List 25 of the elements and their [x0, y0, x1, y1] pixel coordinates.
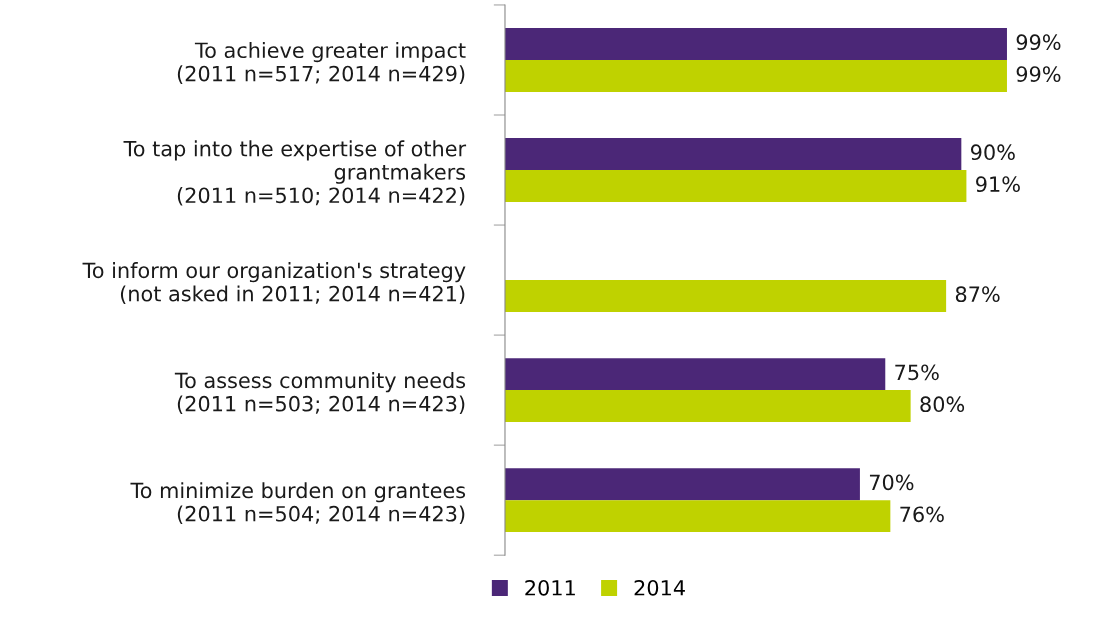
bar — [504, 138, 962, 171]
y-tick-label: To assess community needs (2011 n=503; 2014 n=423) — [174, 372, 466, 415]
bar — [504, 358, 886, 391]
data-label: 99% — [1016, 66, 1061, 82]
data-label: 70% — [869, 474, 914, 491]
data-label: 91% — [976, 176, 1020, 193]
y-tick-label: To tap into the expertise of other grantmakers (2011 n=510; 2014 n=422) — [123, 140, 467, 206]
bar — [504, 59, 1007, 92]
data-label: 99% — [1016, 34, 1061, 51]
bar — [504, 500, 891, 533]
data-label: 80% — [920, 396, 965, 413]
bar — [504, 468, 860, 501]
bar — [504, 28, 1007, 60]
legend-label: 2014 — [634, 579, 685, 596]
data-label: 75% — [895, 364, 939, 381]
y-tick-label: To minimize burden on grantees (2011 n=504; 2014 n=423) — [130, 482, 466, 525]
y-tick-label: To achieve greater impact (2011 n=517; 2014 n=429) — [177, 41, 466, 84]
bar — [504, 390, 911, 423]
data-label: 87% — [955, 286, 1000, 303]
bar — [504, 280, 947, 312]
legend-label: 2011 — [525, 579, 575, 596]
bar — [504, 170, 967, 202]
data-label: 90% — [970, 144, 1015, 161]
y-tick-label: To inform our organization's strategy (not asked in 2011; 2014 n=421) — [82, 262, 466, 304]
data-label: 76% — [900, 506, 944, 523]
